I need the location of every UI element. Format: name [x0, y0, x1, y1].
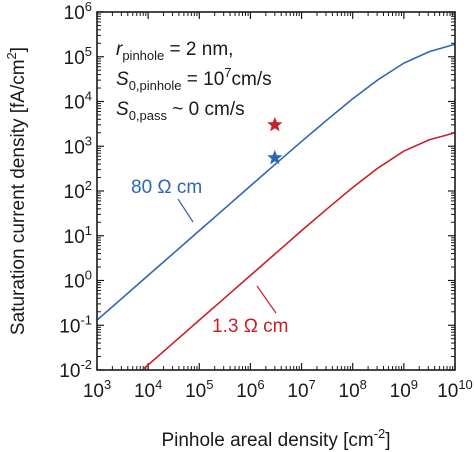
- y-tick-label: 104: [64, 89, 92, 114]
- axis-tick-labels: 103 104 105 106 107 108 109 1010 10-2 10-1 100 101 1…: [59, 0, 473, 402]
- data-markers: [267, 116, 283, 165]
- x-tick-label: 109: [390, 377, 418, 402]
- y-tick-label: 102: [64, 178, 92, 203]
- y-tick-label: 10-2: [59, 357, 92, 382]
- y-tick-label: 10-1: [59, 312, 92, 337]
- y-tick-label: 105: [64, 44, 92, 69]
- x-tick-label: 105: [185, 377, 213, 402]
- x-tick-label: 104: [134, 377, 162, 402]
- x-tick-label: 108: [339, 377, 367, 402]
- red-series-leader: [256, 285, 277, 314]
- blue-series-label: 80 Ω cm: [131, 177, 202, 198]
- series-line-0: [96, 43, 456, 321]
- y-axis-title: Saturation current density [fA/cm2]: [4, 47, 29, 335]
- star-marker-0: [267, 116, 283, 132]
- x-tick-label: 106: [236, 377, 264, 402]
- red-series-label: 1.3 Ω cm: [212, 316, 289, 337]
- plot-frame: [96, 11, 456, 371]
- param-s0-pass: S0,pass ~ 0 cm/s: [116, 99, 245, 123]
- series-lines: [96, 43, 456, 370]
- blue-series-leader: [177, 198, 194, 223]
- x-axis-title: Pinhole areal density [cm-2]: [161, 426, 390, 451]
- param-r-pinhole: rpinhole = 2 nm,: [116, 39, 233, 63]
- x-tick-label: 1010: [437, 377, 473, 402]
- y-tick-label: 103: [64, 133, 92, 158]
- star-marker-1: [267, 149, 283, 165]
- y-tick-label: 106: [64, 0, 92, 24]
- parameter-annotation: rpinhole = 2 nm, S0,pinhole = 107cm/s S0…: [116, 39, 272, 123]
- param-s0-pinhole: S0,pinhole = 107cm/s: [116, 65, 272, 93]
- y-tick-label: 100: [64, 268, 92, 293]
- y-tick-label: 101: [64, 223, 92, 248]
- x-tick-label: 103: [83, 377, 111, 402]
- x-tick-label: 107: [287, 377, 315, 402]
- series-line-1: [142, 132, 456, 370]
